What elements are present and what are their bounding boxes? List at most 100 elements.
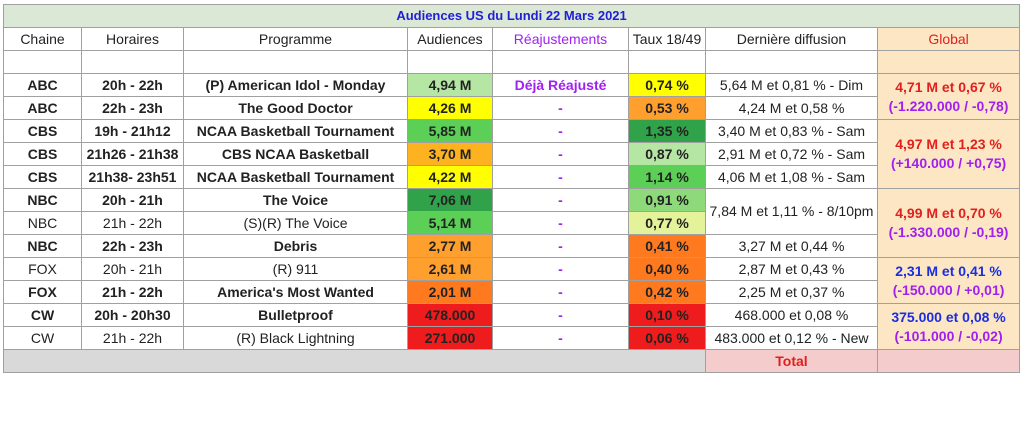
cell-audience: 271.000	[407, 326, 493, 350]
cell-derniere-diffusion: 3,40 M et 0,83 % - Sam	[705, 119, 878, 143]
audiences-table: Audiences US du Lundi 22 Mars 2021 Chain…	[2, 4, 1021, 373]
table-row: CBS 19h - 21h12 NCAA Basketball Tournament…	[3, 119, 1021, 189]
cell-audience: 3,70 M	[407, 142, 493, 166]
cell-reajustement: -	[492, 165, 629, 189]
cell-programme: (R) Black Lightning	[183, 326, 408, 350]
cell-programme: CBS NCAA Basketball	[183, 142, 408, 166]
cell-chaine: ABC	[3, 73, 82, 97]
cell-taux: 0,74 %	[628, 73, 706, 97]
cell-horaires: 21h - 22h	[81, 280, 184, 304]
cell-audience: 2,01 M	[407, 280, 493, 304]
cell-programme: Debris	[183, 234, 408, 258]
cell-reajustement: -	[492, 96, 629, 120]
cell-derniere-diffusion: 3,27 M et 0,44 %	[705, 234, 878, 258]
cell-chaine: FOX	[3, 257, 82, 281]
cell-programme: Bulletproof	[183, 303, 408, 327]
global-nbc-line1: 4,99 M et 0,70 %	[895, 205, 1002, 221]
cell-horaires: 22h - 23h	[81, 96, 184, 120]
cell-audience: 7,06 M	[407, 188, 493, 212]
cell-horaires: 20h - 22h	[81, 73, 184, 97]
cell-programme: America's Most Wanted	[183, 280, 408, 304]
footer-total-value	[876, 349, 1021, 373]
header-programme: Programme	[183, 27, 408, 51]
cell-derniere-diffusion: 7,84 M et 1,11 % - 8/10pm	[705, 188, 878, 235]
cell-programme: NCAA Basketball Tournament	[183, 165, 408, 189]
cell-reajustement: -	[492, 326, 629, 350]
global-fox-line2: (-150.000 / +0,01)	[892, 281, 1005, 298]
cell-reajustement: -	[492, 280, 629, 304]
table-row: FOX 20h - 21h (R) 911 2,61 M -0,40 % 2,87 M e…	[3, 257, 1021, 304]
cell-taux: 0,06 %	[628, 326, 706, 350]
cell-chaine: FOX	[3, 280, 82, 304]
header-chaine: Chaine	[3, 27, 82, 51]
header-reajustements: Réajustements	[492, 27, 629, 51]
cell-audience: 5,14 M	[407, 211, 493, 235]
global-cw-line1: 375.000 et 0,08 %	[891, 308, 1006, 325]
cell-reajustement: -	[492, 257, 629, 281]
cell-audience: 4,22 M	[407, 165, 493, 189]
cell-taux: 0,42 %	[628, 280, 706, 304]
cell-audience: 4,26 M	[407, 96, 493, 120]
footer-total-label: Total	[705, 349, 878, 373]
global-nbc: 4,99 M et 0,70 % (-1.330.000 / -0,19)	[876, 188, 1021, 258]
global-abc: 4,71 M et 0,67 % (-1.220.000 / -0,78)	[876, 73, 1021, 120]
cell-derniere-diffusion: 2,87 M et 0,43 %	[705, 257, 878, 281]
cell-taux: 0,41 %	[628, 234, 706, 258]
cell-audience: 478.000	[407, 303, 493, 327]
table-row: CBS 21h38- 23h51 NCAA Basketball Tournamen…	[3, 165, 1020, 189]
cell-chaine: CW	[3, 303, 82, 327]
global-cw: 375.000 et 0,08 % (-101.000 / -0,02)	[876, 303, 1021, 350]
cell-taux: 1,35 %	[628, 119, 706, 143]
cell-derniere-diffusion: 2,25 M et 0,37 %	[705, 280, 878, 304]
cell-taux: 0,87 %	[628, 142, 706, 166]
cell-chaine: NBC	[3, 234, 82, 258]
cell-horaires: 22h - 23h	[81, 234, 184, 258]
global-cbs-line1: 4,97 M et 1,23 %	[895, 136, 1002, 152]
cell-taux: 0,10 %	[628, 303, 706, 327]
table-row: ABC 22h - 23h The Good Doctor 4,26 M -0,53 %…	[3, 96, 1020, 120]
footer-blank	[3, 349, 706, 373]
cell-horaires: 19h - 21h12	[81, 119, 184, 143]
cell-horaires: 21h - 22h	[81, 211, 184, 235]
cell-chaine: CBS	[3, 165, 82, 189]
table-title: Audiences US du Lundi 22 Mars 2021	[2, 4, 1021, 28]
global-nbc-line2: (-1.330.000 / -0,19)	[888, 224, 1009, 240]
cell-taux: 0,91 %	[628, 188, 706, 212]
global-cbs: 4,97 M et 1,23 % (+140.000 / +0,75)	[876, 119, 1021, 189]
cell-horaires: 20h - 21h	[81, 188, 184, 212]
header-horaires: Horaires	[81, 27, 184, 51]
global-fox: 2,31 M et 0,41 % (-150.000 / +0,01)	[876, 257, 1021, 304]
global-abc-line1: 4,71 M et 0,67 %	[895, 78, 1002, 95]
cell-chaine: CBS	[3, 142, 82, 166]
cell-programme: (R) 911	[183, 257, 408, 281]
cell-chaine: ABC	[3, 96, 82, 120]
cell-programme: NCAA Basketball Tournament	[183, 119, 408, 143]
global-abc-line2: (-1.220.000 / -0,78)	[888, 97, 1009, 114]
cell-horaires: 21h26 - 21h38	[81, 142, 184, 166]
cell-reajustement: -	[492, 211, 629, 235]
table-row: ABC 20h - 22h (P) American Idol - Monday 4,…	[3, 73, 1021, 120]
cell-programme: (S)(R) The Voice	[183, 211, 408, 235]
cell-derniere-diffusion: 468.000 et 0,08 %	[705, 303, 878, 327]
cell-reajustement: Déjà Réajusté	[492, 73, 629, 97]
cell-programme: The Voice	[183, 188, 408, 212]
spacer-row	[3, 50, 1021, 74]
header-audiences: Audiences	[407, 27, 493, 51]
cell-reajustement: -	[492, 119, 629, 143]
cell-taux: 0,53 %	[628, 96, 706, 120]
table-row: FOX 21h - 22h America's Most Wanted 2,01 M-…	[3, 280, 1020, 304]
table-row: CBS 21h26 - 21h38 CBS NCAA Basketball 3,70 …	[3, 142, 1020, 166]
cell-taux: 0,77 %	[628, 211, 706, 235]
global-cw-line2: (-101.000 / -0,02)	[894, 327, 1003, 344]
table-row: NBC 21h - 22h (S)(R) The Voice 5,14 M -0,77 …	[3, 211, 1020, 235]
cell-derniere-diffusion: 2,91 M et 0,72 % - Sam	[705, 142, 878, 166]
cell-programme: (P) American Idol - Monday	[183, 73, 408, 97]
cell-audience: 2,61 M	[407, 257, 493, 281]
global-cbs-line2: (+140.000 / +0,75)	[890, 155, 1007, 171]
cell-horaires: 21h38- 23h51	[81, 165, 184, 189]
table-row: CW 20h - 20h30 Bulletproof 478.000-0,10 % 46…	[3, 303, 1021, 350]
header-global: Global	[876, 27, 1021, 51]
global-fox-line1: 2,31 M et 0,41 %	[895, 262, 1002, 279]
table-row: CW 21h - 22h (R) Black Lightning 271.000-0,…	[3, 326, 1020, 350]
cell-horaires: 20h - 20h30	[81, 303, 184, 327]
